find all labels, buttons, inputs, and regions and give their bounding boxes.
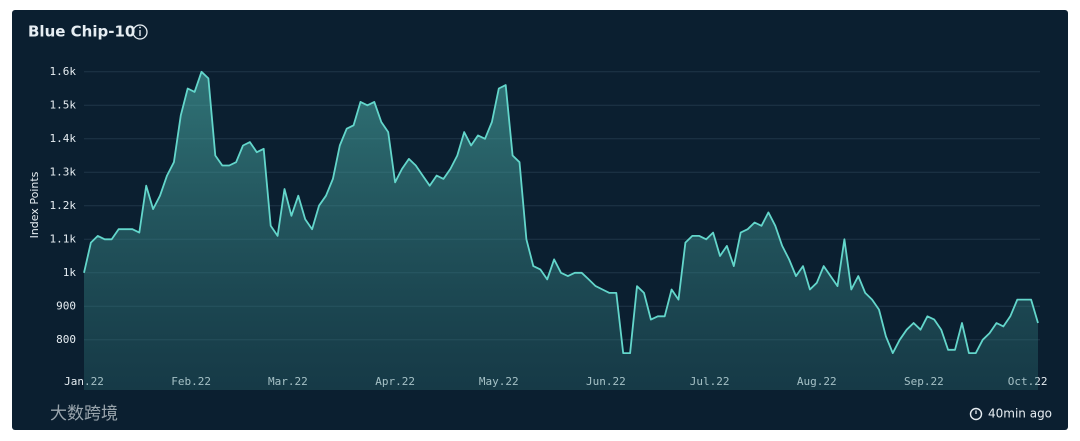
- line: [83, 70, 1039, 354]
- info-icon[interactable]: [132, 24, 148, 40]
- watermark: 大数跨境: [50, 404, 118, 424]
- y-tick-label: 1.5k: [50, 98, 77, 111]
- y-tick-label: 900: [56, 299, 76, 312]
- area: [84, 71, 1038, 391]
- y-tick-label: 1k: [63, 266, 77, 279]
- y-tick-label: 1.2k: [50, 199, 77, 212]
- y-tick-label: 1.4k: [50, 132, 77, 145]
- y-tick-label: 800: [56, 333, 76, 346]
- y-axis-title: Index Points: [28, 171, 41, 238]
- y-tick-label: 1.1k: [50, 232, 77, 245]
- chart-title: Blue Chip-10: [28, 23, 135, 41]
- y-tick-label: 1.3k: [50, 165, 77, 178]
- clock-icon: [969, 407, 983, 421]
- y-tick-label: 1.6k: [50, 65, 77, 78]
- updated-label: 40min ago: [988, 407, 1052, 421]
